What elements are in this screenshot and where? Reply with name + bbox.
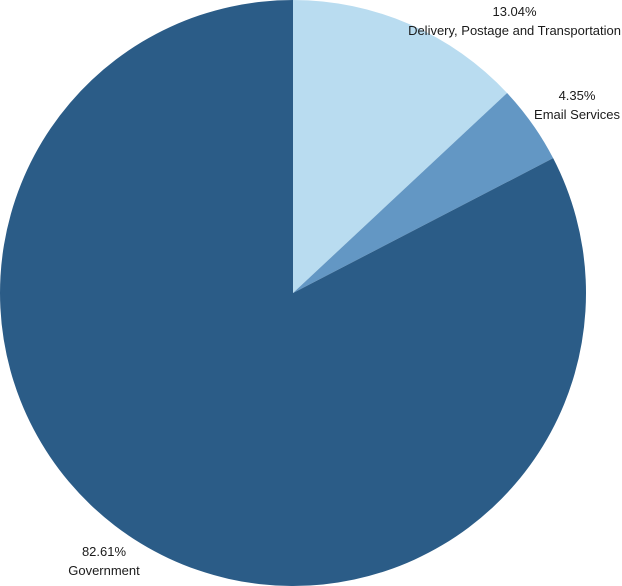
slice-pct-delivery: 13.04% [492,4,537,19]
pie-slice-government [0,0,587,586]
slice-name-government: Government [68,562,140,578]
slice-name-delivery: Delivery, Postage and Transportation [408,22,621,38]
slice-label-email: 4.35% Email Services [534,87,620,124]
slice-name-email: Email Services [534,106,620,122]
slice-label-delivery: 13.04% Delivery, Postage and Transportat… [408,3,621,40]
slice-pct-email: 4.35% [558,88,596,103]
pie-slice-delivery-postage-and-transportation [293,0,508,293]
slice-label-government: 82.61% Government [68,543,140,580]
pie-slice-email-services [293,92,554,293]
slice-pct-government: 82.61% [81,544,127,559]
